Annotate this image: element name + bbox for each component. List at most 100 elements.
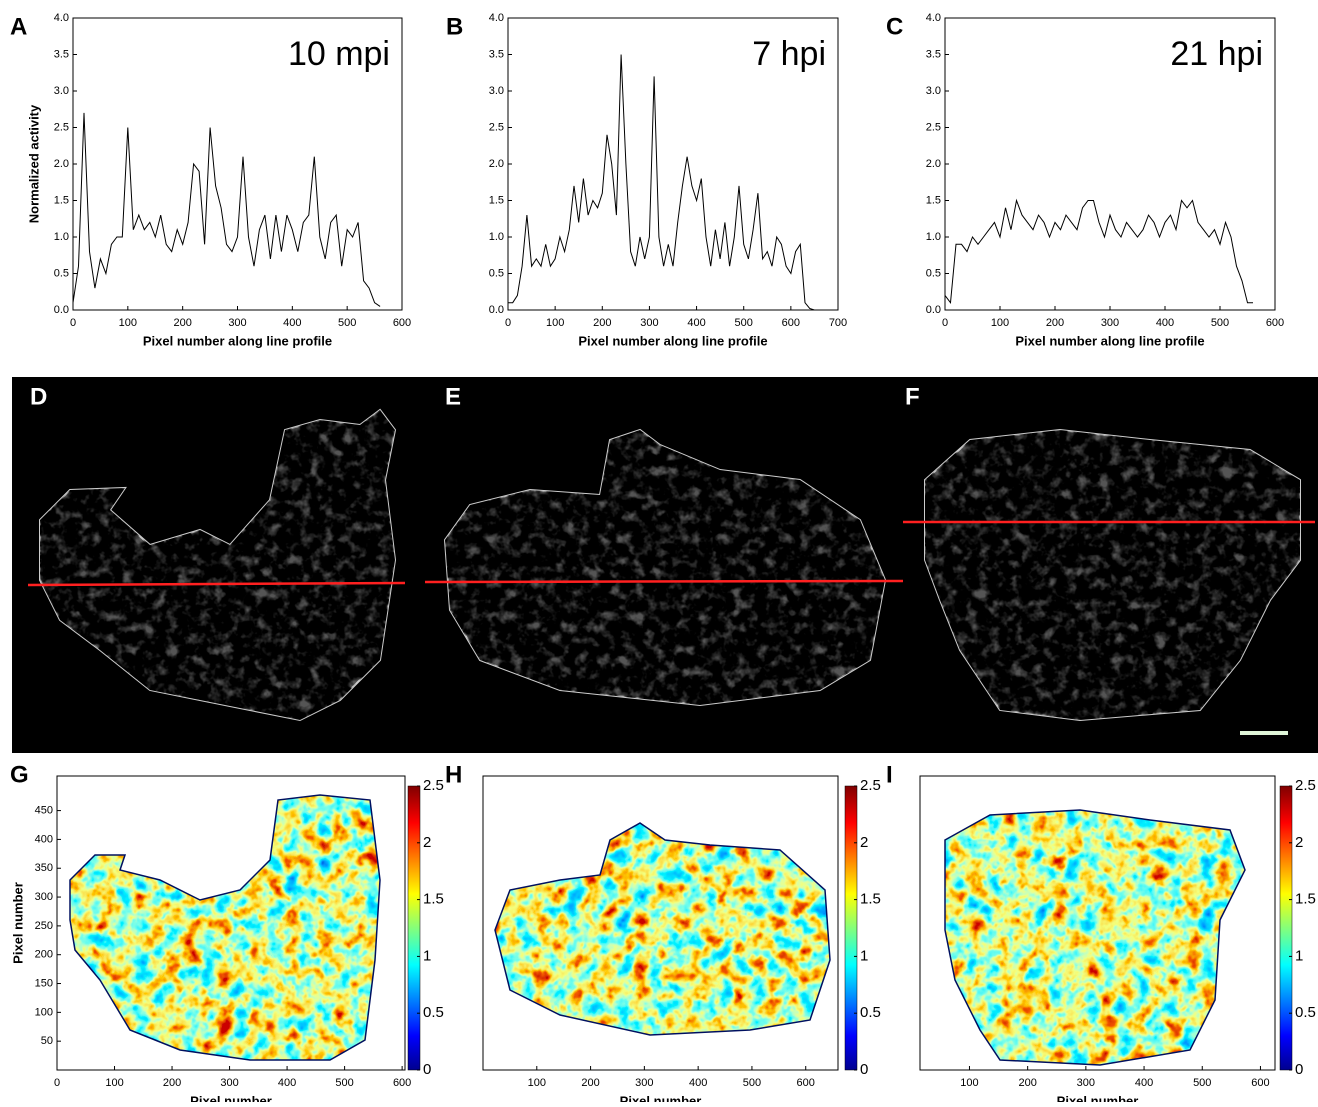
panel-label: I xyxy=(886,761,893,788)
y-tick-label: 0.0 xyxy=(926,304,941,316)
x-tick-label: 400 xyxy=(278,1077,296,1089)
y-tick-label: 450 xyxy=(35,804,53,816)
x-tick-label: 400 xyxy=(689,1077,707,1089)
y-tick-label: 0.5 xyxy=(489,267,504,279)
x-tick-label: 100 xyxy=(119,317,137,329)
x-tick-label: 300 xyxy=(228,317,246,329)
colorbar-tick-label: 0 xyxy=(423,1061,431,1078)
x-axis-label: Pixel number xyxy=(1057,1093,1139,1102)
x-tick-label: 200 xyxy=(581,1077,599,1089)
colorbar-tick-label: 1 xyxy=(423,947,431,964)
y-axis-label: Normalized activity xyxy=(26,104,41,223)
x-tick-label: 600 xyxy=(1266,317,1284,329)
x-tick-label: 0 xyxy=(70,317,76,329)
y-tick-label: 1.0 xyxy=(926,231,941,243)
colorbar-tick-label: 1 xyxy=(860,947,868,964)
x-tick-label: 500 xyxy=(338,317,356,329)
x-tick-label: 600 xyxy=(797,1077,815,1089)
x-tick-label: 300 xyxy=(1077,1077,1095,1089)
colorbar-tick-label: 0 xyxy=(860,1061,868,1078)
panel-label: B xyxy=(446,13,463,40)
y-tick-label: 3.5 xyxy=(489,48,504,60)
map-outline xyxy=(944,809,1246,1066)
x-tick-label: 400 xyxy=(283,317,301,329)
x-tick-label: 400 xyxy=(687,317,705,329)
x-tick-label: 700 xyxy=(829,317,847,329)
colorbar-tick-label: 1.5 xyxy=(860,891,881,908)
x-tick-label: 500 xyxy=(743,1077,761,1089)
x-tick-label: 0 xyxy=(942,317,948,329)
x-tick-label: 0 xyxy=(54,1077,60,1089)
x-tick-label: 300 xyxy=(635,1077,653,1089)
y-tick-label: 0.0 xyxy=(489,304,504,316)
annotation: 21 hpi xyxy=(1170,35,1263,73)
y-tick-label: 2.0 xyxy=(926,158,941,170)
y-tick-label: 0.5 xyxy=(54,267,69,279)
colorbar-tick-label: 2 xyxy=(860,834,868,851)
y-tick-label: 3.5 xyxy=(926,48,941,60)
y-tick-label: 2.0 xyxy=(54,158,69,170)
colorbar-tick-label: 1 xyxy=(1295,947,1303,964)
x-axis-label: Pixel number along line profile xyxy=(143,333,332,348)
y-tick-label: 350 xyxy=(35,862,53,874)
y-tick-label: 100 xyxy=(35,1006,53,1018)
y-tick-label: 200 xyxy=(35,949,53,961)
colorbar-tick-label: 2.5 xyxy=(860,777,881,794)
y-tick-label: 1.0 xyxy=(489,231,504,243)
y-tick-label: 4.0 xyxy=(54,12,69,24)
profile-line xyxy=(424,579,904,584)
x-tick-label: 400 xyxy=(1135,1077,1153,1089)
x-tick-label: 600 xyxy=(782,317,800,329)
line-series xyxy=(508,54,820,311)
colorbar-tick-label: 1.5 xyxy=(1295,891,1316,908)
activity-map xyxy=(945,810,1245,1065)
y-tick-label: 2.5 xyxy=(489,121,504,133)
y-tick-label: 1.5 xyxy=(489,194,504,206)
panel-label: E xyxy=(445,383,461,410)
line-series xyxy=(944,198,1253,305)
y-tick-label: 300 xyxy=(35,891,53,903)
y-tick-label: 1.5 xyxy=(926,194,941,206)
y-tick-label: 1.0 xyxy=(54,231,69,243)
x-tick-label: 300 xyxy=(1101,317,1119,329)
annotation: 7 hpi xyxy=(752,35,826,73)
y-tick-label: 50 xyxy=(41,1035,53,1047)
y-tick-label: 3.0 xyxy=(489,85,504,97)
colorbar-tick-label: 0.5 xyxy=(1295,1004,1316,1021)
colorbar-tick-label: 2.5 xyxy=(1295,777,1316,794)
y-tick-label: 3.0 xyxy=(54,85,69,97)
x-axis-label: Pixel number along line profile xyxy=(1015,333,1204,348)
x-tick-label: 200 xyxy=(163,1077,181,1089)
map-outline xyxy=(69,794,381,1061)
annotation: 10 mpi xyxy=(288,35,390,73)
x-axis-label: Pixel number xyxy=(190,1093,272,1102)
y-tick-label: 400 xyxy=(35,833,53,845)
y-axis-label: Pixel number xyxy=(10,882,25,964)
y-tick-label: 2.0 xyxy=(489,158,504,170)
colorbar-tick-label: 2 xyxy=(1295,834,1303,851)
x-tick-label: 0 xyxy=(505,317,511,329)
x-tick-label: 500 xyxy=(735,317,753,329)
colorbar xyxy=(844,785,858,1071)
y-tick-label: 3.5 xyxy=(54,48,69,60)
panel-label: A xyxy=(10,13,27,40)
x-tick-label: 400 xyxy=(1156,317,1174,329)
x-tick-label: 600 xyxy=(1251,1077,1269,1089)
panel-label: C xyxy=(886,13,903,40)
x-tick-label: 600 xyxy=(393,317,411,329)
y-tick-label: 250 xyxy=(35,920,53,932)
y-tick-label: 2.5 xyxy=(926,121,941,133)
panel-label: D xyxy=(30,383,47,410)
panel-label: G xyxy=(10,761,29,788)
line-series xyxy=(72,112,381,307)
y-tick-label: 0.5 xyxy=(926,267,941,279)
x-tick-label: 500 xyxy=(1193,1077,1211,1089)
colorbar-tick-label: 1.5 xyxy=(423,891,444,908)
colorbar-tick-label: 2.5 xyxy=(423,777,444,794)
y-tick-label: 2.5 xyxy=(54,121,69,133)
colorbar-tick-label: 0.5 xyxy=(860,1004,881,1021)
colorbar xyxy=(1279,785,1293,1071)
y-tick-label: 3.0 xyxy=(926,85,941,97)
x-tick-label: 500 xyxy=(1211,317,1229,329)
